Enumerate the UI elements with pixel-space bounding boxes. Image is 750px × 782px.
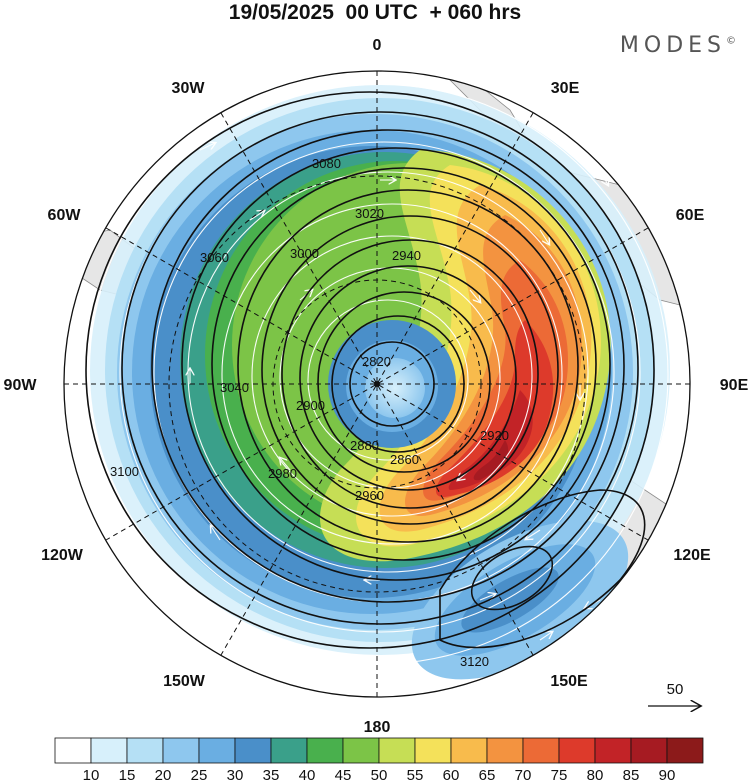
colorbar-tick-label: 15 <box>119 767 136 782</box>
colorbar-tick-label: 65 <box>479 767 496 782</box>
lon-label-0: 0 <box>373 37 382 54</box>
colorbar-labels: 10 15 20 25 30 35 40 45 50 55 60 65 70 75 80 85 90 <box>83 767 676 782</box>
colorbar-tick-label: 30 <box>227 767 244 782</box>
colorbar-tick-label: 80 <box>587 767 604 782</box>
lon-label-150e: 150E <box>550 673 588 690</box>
colorbar-tick-label: 70 <box>515 767 532 782</box>
colorbar-swatch <box>558 737 596 764</box>
contour-label: 2820 <box>362 354 391 369</box>
contour-label: 2940 <box>392 248 421 263</box>
reference-vector: 50 <box>648 681 700 706</box>
colorbar-swatch <box>630 737 668 764</box>
height-contours <box>85 91 655 649</box>
copyright-mark: © <box>726 35 736 47</box>
contour-label: 3000 <box>290 246 319 261</box>
wind-speed-field <box>64 71 690 697</box>
contour-label: 3080 <box>312 156 341 171</box>
contour-label: 2880 <box>350 438 379 453</box>
reference-vector-label: 50 <box>667 681 684 698</box>
colorbar-tick-label: 25 <box>191 767 208 782</box>
colorbar-tick-label: 20 <box>155 767 172 782</box>
colorbar-tick-label: 75 <box>551 767 568 782</box>
lon-label-30e: 30E <box>551 80 580 97</box>
map-boundary <box>63 70 691 698</box>
colorbar-swatch <box>486 737 524 764</box>
colorbar-swatch <box>594 737 632 764</box>
colorbar-swatch <box>450 737 488 764</box>
colorbar <box>54 737 704 764</box>
colorbar-swatch <box>162 737 200 764</box>
contour-label: 3100 <box>110 464 139 479</box>
colorbar-swatch <box>306 737 344 764</box>
longitude-labels: 0 30E 60E 90E 120E 150E 180 150W 120W 90… <box>4 37 749 736</box>
contour-label: 3020 <box>355 206 384 221</box>
colorbar-swatch <box>378 737 416 764</box>
lon-label-30w: 30W <box>172 80 206 97</box>
colorbar-swatch <box>666 737 704 764</box>
modes-logo: MODES© <box>620 33 736 58</box>
colorbar-swatch <box>414 737 452 764</box>
lon-label-180: 180 <box>364 719 391 736</box>
colorbar-tick-label: 85 <box>623 767 640 782</box>
south-pole-marker <box>374 381 380 387</box>
contour-label: 2980 <box>268 466 297 481</box>
graticule <box>64 71 690 697</box>
contour-label: 3060 <box>200 250 229 265</box>
contour-label: 2920 <box>480 428 509 443</box>
colorbar-tick-label: 10 <box>83 767 100 782</box>
colorbar-swatch <box>126 737 164 764</box>
colorbar-tick-label: 60 <box>443 767 460 782</box>
colorbar-tick-label: 55 <box>407 767 424 782</box>
map-title: 19/05/2025 00 UTC + 060 hrs <box>228 1 522 24</box>
lon-label-90e: 90E <box>720 377 749 394</box>
colorbar-swatch <box>270 737 308 764</box>
colorbar-tick-label: 90 <box>659 767 676 782</box>
contour-label: 2900 <box>296 398 325 413</box>
colorbar-swatch <box>90 737 128 764</box>
colorbar-swatch <box>342 737 380 764</box>
colorbar-swatch <box>234 737 272 764</box>
contour-label: 3040 <box>220 380 249 395</box>
colorbar-swatch <box>198 737 236 764</box>
colorbar-swatch <box>522 737 560 764</box>
logo-text: MODES <box>619 33 726 58</box>
lon-label-150w: 150W <box>163 673 206 690</box>
lon-label-60w: 60W <box>48 207 82 224</box>
colorbar-swatch <box>54 737 92 764</box>
contour-label: 3120 <box>460 654 489 669</box>
colorbar-tick-label: 45 <box>335 767 352 782</box>
contour-labels: 2820 2860 2880 2900 2920 2940 2960 2980 … <box>110 156 509 669</box>
contour-label: 2860 <box>390 452 419 467</box>
contour-label: 2960 <box>355 488 384 503</box>
lon-label-120w: 120W <box>41 547 84 564</box>
colorbar-tick-label: 35 <box>263 767 280 782</box>
lon-label-120e: 120E <box>673 547 711 564</box>
colorbar-tick-label: 40 <box>299 767 316 782</box>
lon-label-60e: 60E <box>676 207 705 224</box>
colorbar-tick-label: 50 <box>371 767 388 782</box>
lon-label-90w: 90W <box>4 377 38 394</box>
